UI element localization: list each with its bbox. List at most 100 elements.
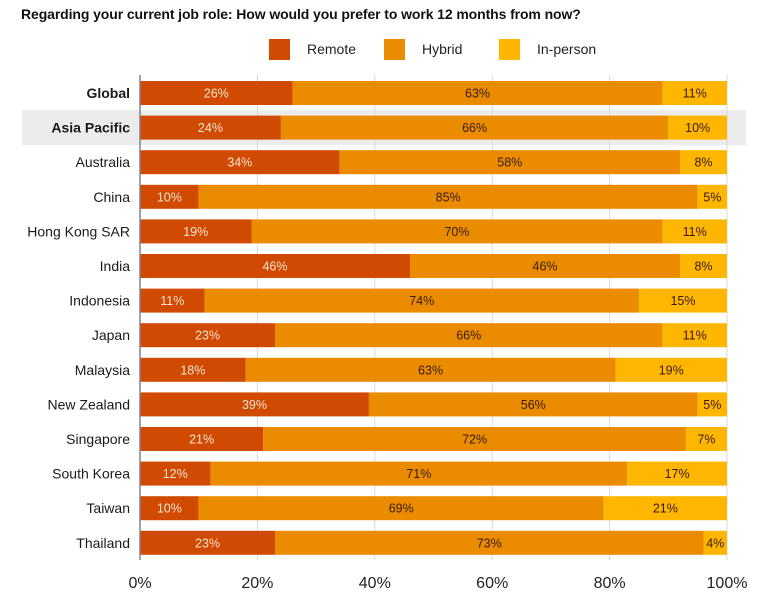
data-label-hybrid: 58% (497, 156, 522, 170)
legend-swatch-remote (269, 38, 290, 60)
data-label-in-person: 10% (685, 121, 710, 135)
row-label-singapore: Singapore (66, 431, 130, 447)
row-label-taiwan: Taiwan (86, 500, 130, 516)
row-label-asia-pacific: Asia Pacific (51, 120, 130, 136)
data-label-remote: 26% (204, 87, 229, 101)
row-label-hong-kong-sar: Hong Kong SAR (27, 223, 130, 239)
x-tick-label: 40% (359, 575, 391, 592)
data-label-hybrid: 74% (409, 294, 434, 308)
data-label-in-person: 19% (659, 363, 684, 377)
bar-segment-hybrid (263, 427, 686, 451)
data-label-in-person: 17% (665, 467, 690, 481)
bar-segment-in-person (603, 496, 727, 521)
bar-segment-remote (140, 81, 293, 105)
bar-segment-in-person (680, 254, 727, 278)
data-label-in-person: 5% (703, 398, 721, 412)
bar-row-taiwan (140, 496, 727, 521)
data-label-remote: 39% (242, 398, 267, 412)
legend-item-hybrid: Hybrid (384, 37, 462, 61)
bar-segment-remote (140, 150, 340, 175)
data-label-hybrid: 63% (465, 87, 490, 101)
data-label-remote: 12% (163, 467, 188, 481)
bar-segment-remote (140, 427, 264, 451)
data-label-hybrid: 63% (418, 363, 443, 377)
row-label-global: Global (86, 85, 130, 101)
bar-segment-hybrid (275, 530, 704, 555)
data-label-hybrid: 71% (406, 467, 431, 481)
bar-segment-remote (140, 530, 276, 555)
bar-segment-remote (140, 219, 252, 244)
bar-segment-remote (140, 184, 199, 209)
bar-row-south-korea (140, 461, 727, 486)
row-label-south-korea: South Korea (52, 466, 130, 482)
data-label-remote: 18% (180, 363, 205, 377)
bar-row-china (140, 184, 727, 209)
data-label-hybrid: 73% (477, 536, 502, 550)
data-label-in-person: 21% (653, 502, 678, 516)
bar-segment-in-person (697, 392, 727, 417)
row-label-thailand: Thailand (76, 535, 130, 551)
bar-segment-remote (140, 254, 411, 278)
bar-segment-hybrid (275, 323, 663, 348)
bar-segment-hybrid (410, 254, 681, 278)
data-label-in-person: 8% (694, 156, 712, 170)
bar-segment-hybrid (339, 150, 681, 175)
bar-layer (140, 81, 727, 555)
legend-item-in-person: In-person (499, 37, 596, 61)
data-label-remote: 10% (157, 190, 182, 204)
bar-row-asia-pacific (140, 115, 727, 140)
data-label-remote: 23% (195, 536, 220, 550)
bar-segment-hybrid (245, 357, 616, 382)
bar-segment-in-person (662, 81, 727, 105)
data-label-in-person: 4% (706, 536, 724, 550)
grid-layer (256, 75, 728, 560)
x-tick-label: 80% (594, 575, 626, 592)
bar-row-hong-kong-sar (140, 219, 727, 244)
data-label-remote: 24% (198, 121, 223, 135)
bar-segment-hybrid (198, 496, 604, 521)
bar-segment-in-person (680, 150, 727, 175)
row-label-malaysia: Malaysia (75, 362, 130, 378)
data-label-remote: 10% (157, 502, 182, 516)
bar-segment-hybrid (210, 461, 628, 486)
bar-segment-in-person (703, 530, 727, 555)
bar-segment-hybrid (204, 288, 639, 313)
row-label-indonesia: Indonesia (69, 293, 130, 309)
data-label-in-person: 7% (697, 433, 715, 447)
data-label-hybrid: 70% (444, 225, 469, 239)
row-label-china: China (93, 189, 130, 205)
axis-layer: 0% 20% 40% 60% 80% 100% (128, 75, 747, 592)
bar-segment-in-person (638, 288, 727, 313)
bar-segment-hybrid (368, 392, 698, 417)
bar-segment-in-person (697, 184, 727, 209)
bar-row-australia (140, 150, 727, 175)
bar-segment-in-person (662, 219, 727, 244)
bar-segment-in-person (662, 323, 727, 348)
legend-item-remote: Remote (269, 37, 356, 61)
legend-label-hybrid: Hybrid (422, 41, 463, 57)
bar-row-new-zealand (140, 392, 727, 417)
bar-row-japan (140, 323, 727, 348)
legend-label-remote: Remote (307, 41, 357, 57)
bar-row-singapore (140, 427, 727, 451)
row-label-new-zealand: New Zealand (48, 396, 131, 412)
x-tick-label: 100% (707, 575, 748, 592)
data-label-hybrid: 69% (389, 502, 414, 516)
bar-segment-in-person (685, 427, 727, 451)
bar-row-thailand (140, 530, 727, 555)
bar-segment-hybrid (292, 81, 663, 105)
data-label-remote: 46% (262, 260, 287, 274)
data-label-hybrid: 56% (521, 398, 546, 412)
legend-swatch-in-person (499, 38, 520, 60)
bar-segment-hybrid (280, 115, 669, 140)
data-label-hybrid: 66% (462, 121, 487, 135)
row-label-australia: Australia (76, 154, 131, 170)
data-label-in-person: 11% (683, 87, 707, 101)
data-label-hybrid: 85% (436, 190, 461, 204)
chart-title: Regarding your current job role: How wou… (21, 6, 581, 22)
legend-label-in-person: In-person (537, 41, 597, 57)
bar-row-india (140, 254, 727, 278)
bar-segment-remote (140, 392, 369, 417)
bar-segment-remote (140, 357, 246, 382)
